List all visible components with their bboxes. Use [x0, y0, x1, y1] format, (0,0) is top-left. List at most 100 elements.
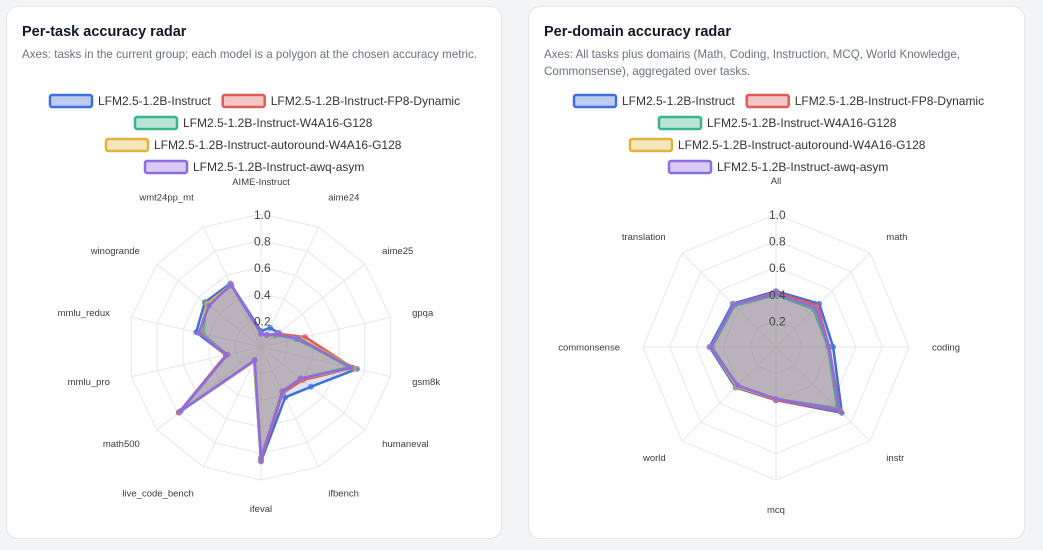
legend-swatch — [628, 137, 674, 153]
grid-spoke — [260, 346, 391, 378]
data-point[interactable] — [773, 290, 779, 297]
legend-item[interactable]: LFM2.5-1.2B-Instruct-awq-asym — [667, 159, 888, 175]
legend-label: LFM2.5-1.2B-Instruct-autoround-W4A16-G12… — [678, 138, 926, 152]
radial-tick-label: 0.6 — [254, 261, 271, 275]
data-point[interactable] — [267, 324, 274, 331]
data-point[interactable] — [707, 344, 714, 350]
data-point[interactable] — [258, 455, 264, 462]
per-task-radar-chart: LFM2.5-1.2B-Instruct LFM2.5-1.2B-Instruct… — [48, 93, 460, 515]
data-point[interactable] — [263, 332, 270, 339]
radial-tick-label: 0.6 — [769, 261, 786, 275]
data-point[interactable] — [812, 304, 819, 311]
data-point[interactable] — [734, 382, 741, 389]
data-point[interactable] — [282, 394, 289, 401]
legend-label: LFM2.5-1.2B-Instruct-FP8-Dynamic — [795, 94, 984, 108]
legend-item[interactable]: LFM2.5-1.2B-Instruct-FP8-Dynamic — [745, 93, 984, 109]
axis-label: live_code_bench — [122, 489, 193, 500]
legend-label: LFM2.5-1.2B-Instruct-autoround-W4A16-G12… — [154, 138, 402, 152]
legend-item[interactable]: LFM2.5-1.2B-Instruct-autoround-W4A16-G12… — [628, 137, 926, 153]
legend-label: LFM2.5-1.2B-Instruct-W4A16-G128 — [707, 116, 897, 130]
axis-label: All — [771, 176, 782, 187]
series-polygon[interactable] — [176, 281, 355, 462]
data-point[interactable] — [826, 344, 833, 350]
grid-spoke — [202, 346, 262, 468]
axis-label: world — [642, 453, 666, 464]
legend-item[interactable]: LFM2.5-1.2B-Instruct-autoround-W4A16-G12… — [104, 137, 402, 153]
legend-item[interactable]: LFM2.5-1.2B-Instruct-W4A16-G128 — [133, 115, 373, 131]
grid-spoke — [775, 252, 871, 348]
axis-label: mmlu_redux — [58, 308, 111, 319]
data-point[interactable] — [773, 395, 779, 402]
axis-label: mmlu_pro — [68, 377, 110, 388]
radial-tick-label: 0.8 — [254, 235, 271, 249]
data-point[interactable] — [195, 329, 202, 336]
legend-swatch — [48, 93, 94, 109]
per-domain-radar-card: Per-domain accuracy radar Axes: All task… — [528, 6, 1025, 539]
data-point[interactable] — [730, 301, 737, 308]
legend-label: LFM2.5-1.2B-Instruct-awq-asym — [717, 160, 888, 174]
legend-label: LFM2.5-1.2B-Instruct — [622, 94, 735, 108]
series-polygon[interactable] — [707, 290, 843, 414]
legend-item[interactable]: LFM2.5-1.2B-Instruct-awq-asym — [143, 159, 364, 175]
data-point[interactable] — [224, 351, 231, 358]
axis-label: ifbench — [328, 489, 359, 500]
axis-label: translation — [622, 232, 666, 243]
axis-label: gpqa — [412, 308, 434, 319]
data-point[interactable] — [836, 407, 843, 414]
axis-label: AIME-Instruct — [232, 177, 290, 188]
data-point[interactable] — [176, 408, 183, 415]
data-point[interactable] — [258, 330, 264, 337]
grid-spoke — [260, 316, 391, 348]
legend-swatch — [745, 93, 790, 109]
per-domain-radar-chart: LFM2.5-1.2B-Instruct LFM2.5-1.2B-Instruct… — [558, 93, 984, 516]
grid-spoke — [681, 252, 777, 348]
grid-spoke — [131, 346, 262, 378]
legend-item[interactable]: LFM2.5-1.2B-Instruct-W4A16-G128 — [657, 115, 897, 131]
data-point[interactable] — [273, 331, 280, 338]
radial-tick-label: 0.4 — [254, 288, 271, 302]
data-point[interactable] — [206, 302, 213, 309]
radial-tick-label: 0.4 — [769, 288, 786, 302]
grid-spoke — [156, 346, 262, 431]
grid-spoke — [681, 346, 777, 442]
data-point[interactable] — [251, 357, 258, 364]
data-point[interactable] — [297, 375, 304, 382]
legend-item[interactable]: LFM2.5-1.2B-Instruct — [48, 93, 211, 109]
legend-label: LFM2.5-1.2B-Instruct-FP8-Dynamic — [271, 94, 460, 108]
grid-spoke — [260, 346, 320, 468]
legend-swatch — [221, 93, 266, 109]
legend-swatch — [143, 159, 189, 175]
legend-swatch — [133, 115, 179, 131]
card-title: Per-domain accuracy radar — [544, 24, 731, 40]
axis-label: gsm8k — [412, 377, 440, 388]
per-task-radar-card: Per-task accuracy radar Axes: tasks in t… — [6, 6, 502, 539]
data-point[interactable] — [227, 281, 234, 288]
data-point[interactable] — [279, 388, 286, 395]
radial-tick-label: 0.8 — [769, 235, 786, 249]
axis-label: winogrande — [90, 246, 140, 257]
axis-label: commonsense — [558, 343, 620, 354]
radial-tick-label: 1.0 — [254, 208, 271, 222]
radial-tick-label: 1.0 — [769, 208, 786, 222]
grid-spoke — [775, 346, 871, 442]
legend-label: LFM2.5-1.2B-Instruct-W4A16-G128 — [183, 116, 373, 130]
axis-label: mcq — [767, 505, 785, 516]
axis-label: math — [886, 232, 907, 243]
card-description: Axes: tasks in the current group; each m… — [22, 48, 477, 61]
axis-label: coding — [932, 343, 960, 354]
data-point[interactable] — [348, 364, 355, 371]
axis-label: math500 — [103, 439, 140, 450]
radial-tick-label: 0.2 — [769, 314, 786, 328]
axis-label: aime24 — [328, 192, 359, 203]
axis-label: aime25 — [382, 246, 413, 257]
axis-label: wmt24pp_mt — [138, 192, 194, 203]
data-point[interactable] — [302, 333, 309, 340]
legend-swatch — [667, 159, 713, 175]
legend-item[interactable]: LFM2.5-1.2B-Instruct — [572, 93, 735, 109]
legend-swatch — [104, 137, 150, 153]
legend-label: LFM2.5-1.2B-Instruct — [98, 94, 211, 108]
legend-item[interactable]: LFM2.5-1.2B-Instruct-FP8-Dynamic — [221, 93, 460, 109]
legend-swatch — [572, 93, 618, 109]
data-point[interactable] — [307, 383, 314, 390]
data-point[interactable] — [295, 335, 302, 342]
